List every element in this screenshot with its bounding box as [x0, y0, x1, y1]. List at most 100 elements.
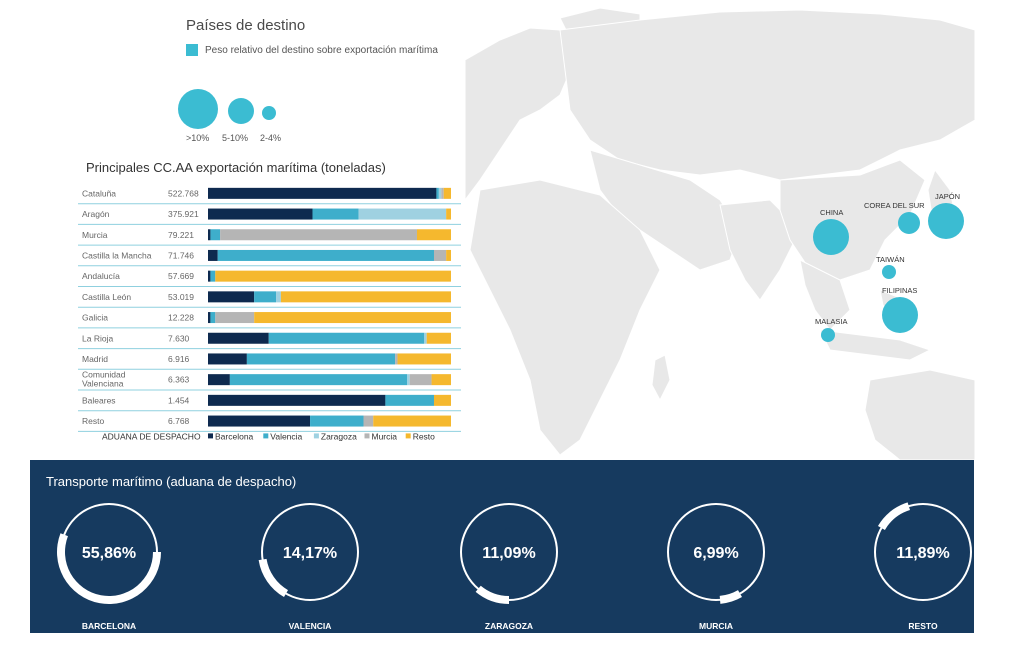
bar-segment-barcelona — [208, 208, 313, 220]
ring-track — [261, 503, 359, 601]
legend-item-label: Peso relativo del destino sobre exportac… — [205, 44, 438, 56]
legend-item: Peso relativo del destino sobre exportac… — [186, 44, 438, 56]
bar-legend-title: ADUANA DE DESPACHO — [102, 431, 201, 441]
bar-category-label: Resto — [82, 416, 104, 426]
bar-row: Castilla León 53.019 — [78, 291, 461, 308]
bar-legend-label: Valencia — [270, 431, 302, 441]
bar-segment-resto — [446, 249, 451, 261]
bar-segment-barcelona — [208, 312, 211, 324]
size-legend-medium — [228, 98, 254, 124]
bar-row: Galicia 12.228 — [78, 312, 461, 329]
ring-arc — [56, 533, 161, 604]
ring-label: RESTO — [908, 621, 938, 631]
label-taiwan: TAIWÁN — [876, 255, 905, 264]
bar-category-label: Valenciana — [82, 379, 124, 389]
destination-bubbles — [813, 203, 964, 342]
bar-tonnes-label: 7.630 — [168, 333, 190, 343]
bar-legend-label: Murcia — [372, 431, 398, 441]
ring-label: BARCELONA — [82, 621, 136, 631]
bar-row: Resto 6.768 — [78, 415, 461, 432]
bar-tonnes-label: 6.916 — [168, 354, 190, 364]
bar-segment-resto — [433, 394, 451, 406]
bar-segment-valencia — [312, 208, 359, 220]
bar-segment-murcia — [395, 353, 398, 365]
bar-segment-resto — [426, 332, 451, 344]
bar-segment-valencia — [210, 270, 216, 282]
bar-row: Andalucía 57.669 — [78, 270, 461, 287]
bar-category-label: Aragón — [82, 209, 110, 219]
bar-segment-murcia — [215, 312, 255, 324]
bubble-china — [813, 219, 849, 255]
bar-row: Castilla la Mancha 71.746 — [78, 249, 461, 267]
bar-segment-resto — [431, 374, 451, 386]
ring-track — [667, 503, 765, 601]
bar-segment-barcelona — [208, 394, 386, 406]
ring-value: 6,99% — [693, 545, 738, 562]
bar-tonnes-label: 57.669 — [168, 271, 194, 281]
size-label-large: >10% — [186, 133, 210, 143]
bar-segment-barcelona — [208, 415, 311, 427]
bar-segment-barcelona — [208, 270, 211, 282]
bar-row: Baleares 1.454 — [78, 394, 461, 412]
bar-legend-swatch — [263, 433, 269, 439]
bar-segment-resto — [397, 353, 451, 365]
bar-segment-murcia — [363, 415, 374, 427]
bar-legend-label: Zaragoza — [321, 431, 357, 441]
bar-segment-resto — [443, 187, 451, 199]
bar-segment-valencia — [436, 187, 439, 199]
bar-row: La Rioja 7.630 — [78, 332, 461, 350]
bar-segment-barcelona — [208, 332, 269, 344]
ring-gauge-murcia: 6,99% MURCIA — [667, 503, 765, 631]
bar-segment-zaragoza — [424, 332, 427, 344]
bar-segment-zaragoza — [358, 208, 447, 220]
map-labels: CHINA COREA DEL SUR JAPÓN TAIWÁN FILIPIN… — [815, 192, 960, 326]
ring-value: 14,17% — [283, 545, 337, 562]
bar-legend-label: Resto — [413, 431, 435, 441]
ring-track — [874, 503, 972, 601]
bar-segment-barcelona — [208, 249, 218, 261]
ring-label: MURCIA — [699, 621, 733, 631]
label-japan: JAPÓN — [935, 192, 960, 201]
bar-segment-valencia — [246, 353, 396, 365]
bar-tonnes-label: 71.746 — [168, 250, 194, 260]
size-legend — [178, 89, 276, 129]
ring-gauges: 55,86% BARCELONA 14,17% VALENCIA 11,09% ZARAG… — [56, 502, 972, 631]
bar-tonnes-label: 12.228 — [168, 313, 194, 323]
legend-swatch — [186, 44, 198, 56]
bar-segment-resto — [416, 229, 451, 241]
ring-gauge-zaragoza: 11,09% ZARAGOZA — [460, 503, 558, 631]
bubble-taiwan — [882, 265, 896, 279]
bar-tonnes-label: 79.221 — [168, 230, 194, 240]
bubble-japan — [928, 203, 964, 239]
bar-segment-resto — [446, 208, 451, 220]
bar-segment-barcelona — [208, 374, 230, 386]
bar-category-label: Castilla León — [82, 292, 131, 302]
world-map: CHINA COREA DEL SUR JAPÓN TAIWÁN FILIPIN… — [464, 7, 976, 460]
bar-category-label: Cataluña — [82, 188, 116, 198]
label-philippines: FILIPINAS — [882, 286, 917, 295]
bar-segment-barcelona — [208, 229, 211, 241]
label-china: CHINA — [820, 208, 843, 217]
ring-gauge-valencia: 14,17% VALENCIA — [258, 503, 359, 631]
label-korea: COREA DEL SUR — [864, 201, 925, 210]
bar-category-label: Galicia — [82, 313, 108, 323]
bar-segment-valencia — [210, 229, 221, 241]
bar-segment-murcia — [220, 229, 417, 241]
bar-segment-zaragoza — [276, 291, 281, 303]
bar-row: Aragón 375.921 — [78, 208, 461, 225]
size-label-small: 2-4% — [260, 133, 282, 143]
bar-tonnes-label: 375.921 — [168, 209, 199, 219]
ring-arc — [258, 558, 288, 598]
ring-gauge-resto: 11,89% RESTO — [874, 502, 972, 631]
bubble-malaysia — [821, 328, 835, 342]
ring-gauge-barcelona: 55,86% BARCELONA — [56, 503, 161, 631]
bar-segment-barcelona — [208, 353, 247, 365]
ccaa-chart-title: Principales CC.AA exportación marítima (… — [86, 160, 386, 175]
ring-arc — [475, 585, 509, 604]
bar-segment-valencia — [310, 415, 364, 427]
bar-segment-valencia — [210, 312, 216, 324]
bar-segment-valencia — [217, 249, 434, 261]
bar-segment-murcia — [433, 249, 447, 261]
maritime-transport-panel: Transporte marítimo (aduana de despacho)… — [30, 460, 974, 633]
